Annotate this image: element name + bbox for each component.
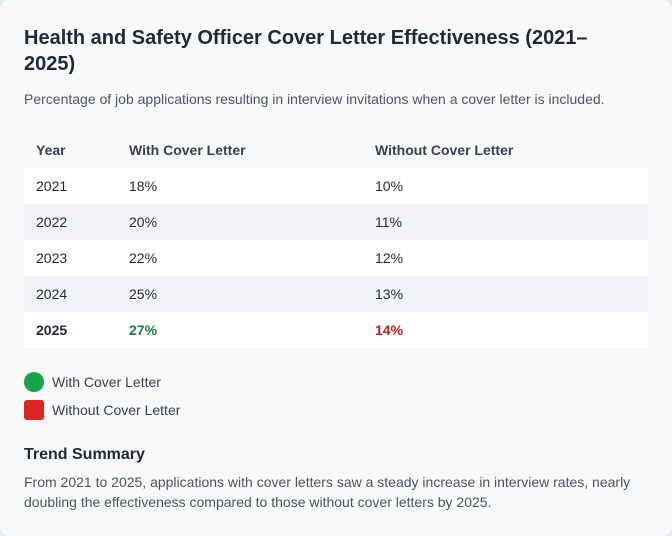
table-header-row: Year With Cover Letter Without Cover Let… xyxy=(24,132,648,168)
table-row-highlighted: 2025 27% 14% xyxy=(24,312,648,348)
cell-without-cover-letter: 10% xyxy=(363,168,648,204)
legend-item-without-cover-letter: Without Cover Letter xyxy=(24,400,180,420)
cell-without-cover-letter: 14% xyxy=(363,312,648,348)
cell-year: 2025 xyxy=(24,312,117,348)
header-without-cover-letter: Without Cover Letter xyxy=(375,142,514,158)
red-square-icon xyxy=(24,400,44,420)
chart-title: Health and Safety Officer Cover Letter E… xyxy=(24,27,588,75)
table-row: 2022 20% 11% xyxy=(24,204,648,240)
cell-without-cover-letter: 13% xyxy=(363,276,648,312)
legend-item-with-cover-letter: With Cover Letter xyxy=(24,372,180,392)
cell-year: 2021 xyxy=(24,168,117,204)
cell-without-cover-letter: 12% xyxy=(363,240,648,276)
cell-year: 2022 xyxy=(24,204,117,240)
trend-summary-text: From 2021 to 2025, applications with cov… xyxy=(24,474,631,510)
legend: With Cover Letter Without Cover Letter xyxy=(24,372,180,428)
trend-summary-heading: Trend Summary xyxy=(24,446,145,463)
table-row: 2021 18% 10% xyxy=(24,168,648,204)
header-with-cover-letter: With Cover Letter xyxy=(129,142,246,158)
cell-year: 2023 xyxy=(24,240,117,276)
cell-with-cover-letter: 20% xyxy=(117,204,363,240)
cell-with-cover-letter: 27% xyxy=(117,312,363,348)
data-table: Year With Cover Letter Without Cover Let… xyxy=(24,132,648,348)
cell-with-cover-letter: 18% xyxy=(117,168,363,204)
table-row: 2024 25% 13% xyxy=(24,276,648,312)
chart-subtitle: Percentage of job applications resulting… xyxy=(24,91,605,107)
legend-label: Without Cover Letter xyxy=(52,402,181,418)
cell-with-cover-letter: 25% xyxy=(117,276,363,312)
table-row: 2023 22% 12% xyxy=(24,240,648,276)
cell-without-cover-letter: 11% xyxy=(363,204,648,240)
header-year: Year xyxy=(36,142,66,158)
cell-with-cover-letter: 22% xyxy=(117,240,363,276)
green-circle-icon xyxy=(24,372,44,392)
cell-year: 2024 xyxy=(24,276,117,312)
legend-label: With Cover Letter xyxy=(52,374,161,390)
